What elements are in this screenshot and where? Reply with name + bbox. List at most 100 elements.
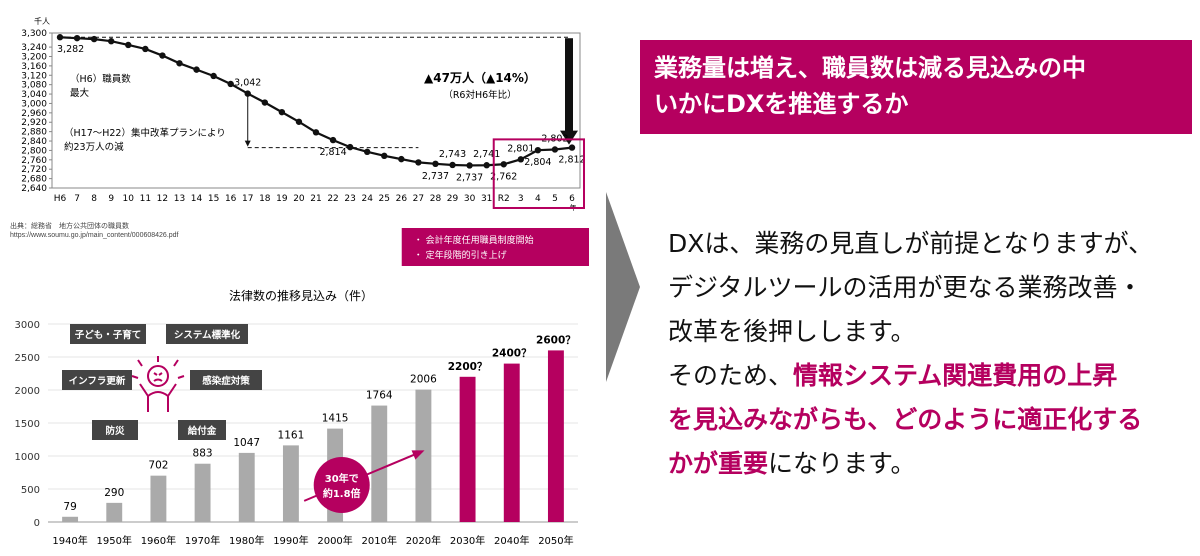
- y-tick-label: 3,160: [21, 62, 47, 72]
- x-tick-label: 16: [225, 194, 237, 204]
- highlight-frame: [492, 138, 586, 209]
- law-count-bar-chart: 法律数の推移見込み（件） 0 500 1000 1500 2000 2500 3000 79 19…: [0, 280, 600, 552]
- x-tick-label: 18: [259, 194, 271, 204]
- stressed-person-icon: [131, 356, 185, 412]
- y-tick-label: 0: [34, 518, 40, 529]
- bar-value-label: 290: [104, 487, 124, 499]
- y-tick-label: 3,300: [21, 29, 47, 39]
- series-point: [312, 129, 320, 136]
- x-tick-label: 26: [396, 194, 408, 204]
- x-tick-label: R2: [498, 194, 510, 204]
- bullet-1: ・ 会計年度任用職員制度開始: [414, 234, 534, 246]
- series-point: [364, 148, 371, 156]
- staff-count-line-chart: 千人 2,640 2,680 2,720 2,760 2,800 2,840 2,880 2,9…: [0, 0, 600, 270]
- reform-note-line2: 約23万人の減: [64, 141, 124, 153]
- series-point: [500, 161, 507, 168]
- y-tick-label: 3,000: [21, 99, 47, 109]
- y-tick-label: 2500: [15, 353, 40, 364]
- tag-box: [92, 420, 138, 440]
- series-point: [142, 45, 149, 53]
- x-tick-label: 13: [174, 194, 185, 204]
- data-label: 3,282: [57, 44, 84, 55]
- bar-value-label: 1161: [278, 429, 305, 441]
- y-tick-label: 3000: [15, 320, 40, 331]
- series-line: [59, 36, 573, 167]
- series-point: [159, 52, 166, 59]
- y-tick-label: 500: [21, 485, 40, 496]
- bar: [194, 463, 211, 522]
- bar: [503, 363, 520, 522]
- x-tick-label: 1940年: [52, 534, 87, 547]
- data-label: 2,737: [456, 172, 483, 183]
- bar: [150, 475, 167, 522]
- bar-chart-title: 法律数の推移見込み（件）: [229, 288, 373, 303]
- series-point: [176, 60, 183, 67]
- x-tick-label: 28: [430, 194, 442, 204]
- series-point: [278, 108, 286, 116]
- series-point: [90, 35, 98, 43]
- x-tick-label: 2000年: [317, 534, 352, 547]
- chevron-right-icon: [606, 192, 640, 382]
- series-point: [398, 155, 405, 163]
- drop-arrow-shaft: [565, 38, 573, 133]
- x-tick-label: 23: [344, 194, 355, 204]
- x-tick-label: 1990年: [273, 534, 308, 547]
- bar: [371, 405, 388, 522]
- series-point: [108, 38, 115, 45]
- x-tick-label: 2030年: [450, 534, 485, 547]
- series-point: [381, 152, 388, 160]
- person-body: [147, 391, 169, 412]
- source-note: 出典：総務省 地方公共団体の職員数 https://www.soumu.go.j…: [10, 222, 179, 240]
- body-suffix: になります。: [768, 449, 916, 478]
- bar: [459, 376, 476, 522]
- x-tick-label: 22: [327, 194, 338, 204]
- y-tick-label: 2,760: [21, 156, 47, 166]
- body-text: DXは、業務の見直しが前提となりますが、 デジタルツールの活用が更なる業務改善・…: [668, 222, 1188, 486]
- person-face: [153, 372, 163, 382]
- body-prefix: そのため、: [668, 361, 794, 390]
- bar-chart-svg: 法律数の推移見込み（件） 0 500 1000 1500 2000 2500 3000 79 19…: [15, 288, 578, 547]
- data-label: 3,042: [234, 78, 261, 89]
- highlight-3: かが重要: [668, 449, 769, 478]
- y-tick-label: 2,880: [21, 128, 47, 138]
- data-label: 2,743: [439, 149, 466, 160]
- data-label: 2,737: [422, 171, 449, 182]
- series-point: [534, 146, 542, 154]
- y-tick-label: 3,200: [21, 52, 47, 62]
- drop-arrow-head: [560, 130, 578, 145]
- source-title: 出典：総務省 地方公共団体の職員数: [10, 223, 129, 230]
- y-tick-label: 1500: [15, 419, 40, 430]
- x-tick-label: 25: [379, 194, 390, 204]
- data-label: 2,801: [507, 143, 534, 154]
- plot-frame: [51, 32, 581, 189]
- series-point: [517, 156, 524, 163]
- growth-label-1: 30年で: [325, 472, 359, 485]
- bar-value-label: 883: [193, 448, 213, 460]
- bar: [238, 452, 255, 522]
- data-label: 2,814: [319, 147, 346, 158]
- series-point: [56, 34, 64, 41]
- y-tick-label: 2,680: [21, 175, 47, 185]
- x-tick-label: 4: [535, 194, 541, 204]
- x-tick-label: 1950年: [97, 534, 132, 547]
- data-label: 2,804: [524, 157, 551, 168]
- x-tick-label: 2010年: [362, 534, 397, 547]
- bar: [106, 502, 123, 522]
- series-point: [449, 161, 456, 169]
- series-point: [244, 90, 251, 97]
- series-point: [295, 118, 303, 125]
- y-tick-label: 3,080: [21, 81, 47, 91]
- body-line-1: DXは、業務の見直しが前提となりますが、: [668, 229, 1154, 258]
- series-point: [466, 162, 473, 169]
- y-tick-label: 2,640: [21, 184, 47, 194]
- series-point: [227, 80, 234, 88]
- person-head: [147, 365, 169, 387]
- headline-box: 業務量は増え、職員数は減る見込みの中 いかにDXを推進するか: [640, 40, 1192, 134]
- drop-note-main: ▲47万人（▲14%）: [424, 70, 536, 85]
- series-point: [210, 72, 217, 80]
- bar-value-label: 1047: [233, 437, 260, 449]
- growth-arrow-head: [411, 450, 425, 460]
- data-label: 2,762: [490, 171, 517, 182]
- x-tick-label: 6: [569, 194, 575, 204]
- series-point: [415, 159, 422, 166]
